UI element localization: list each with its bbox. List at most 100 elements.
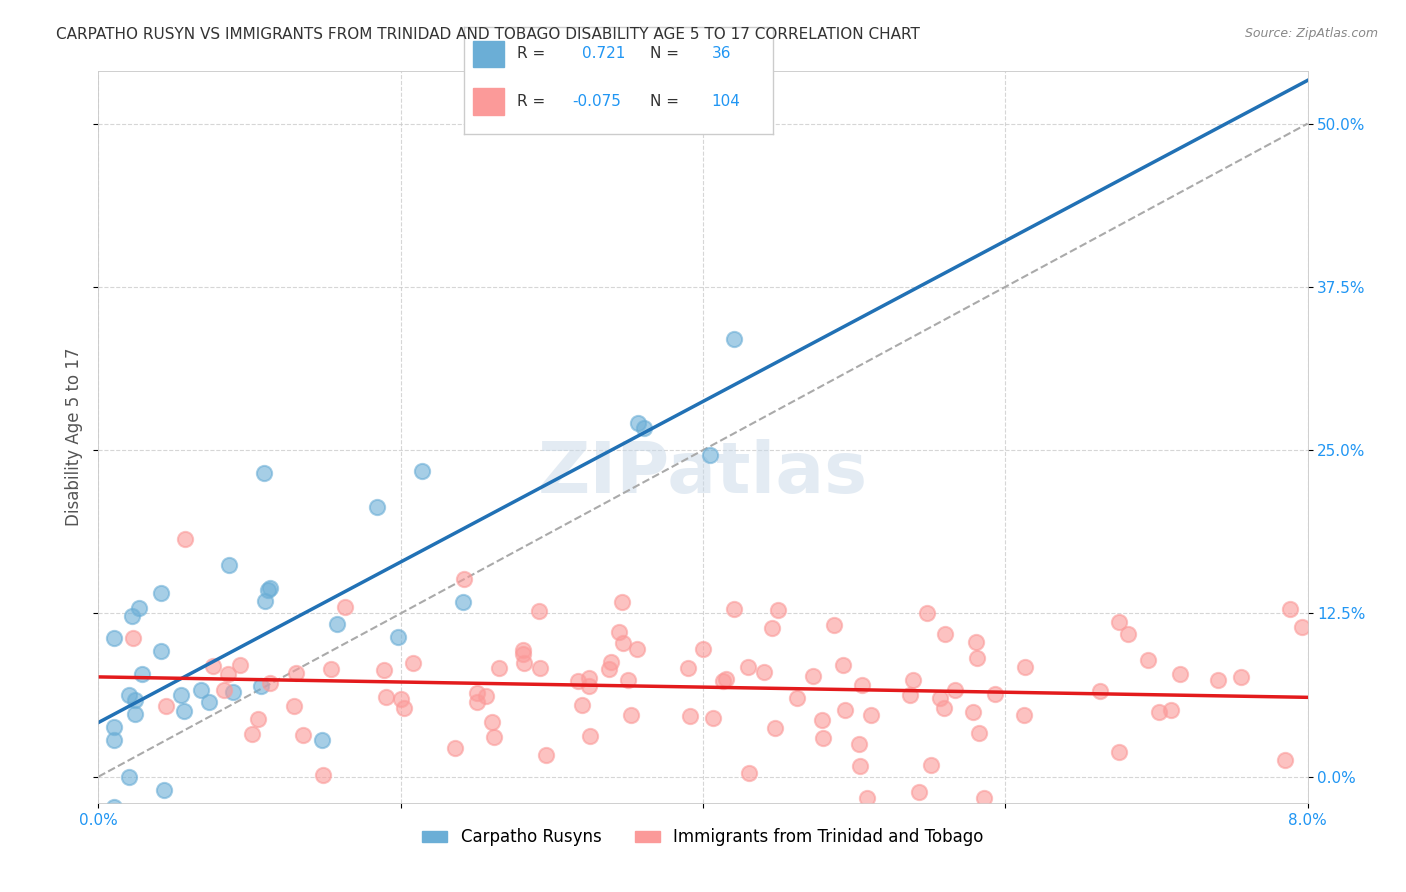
Immigrants from Trinidad and Tobago (567, 673, 589, 688)
Immigrants from Trinidad and Tobago (512, 642, 534, 657)
Immigrants from Trinidad and Tobago (932, 701, 955, 715)
Immigrants from Trinidad and Tobago (823, 618, 845, 632)
Carpatho Rusyns (218, 558, 240, 572)
Immigrants from Trinidad and Tobago (1012, 707, 1035, 722)
Carpatho Rusyns (103, 632, 125, 646)
Immigrants from Trinidad and Tobago (467, 696, 489, 710)
Immigrants from Trinidad and Tobago (813, 731, 835, 745)
Carpatho Rusyns (170, 688, 193, 702)
Immigrants from Trinidad and Tobago (401, 657, 423, 671)
Immigrants from Trinidad and Tobago (786, 690, 808, 705)
Immigrants from Trinidad and Tobago (1147, 705, 1170, 719)
Carpatho Rusyns (254, 594, 277, 608)
Immigrants from Trinidad and Tobago (285, 666, 308, 681)
Immigrants from Trinidad and Tobago (534, 748, 557, 763)
Immigrants from Trinidad and Tobago (967, 726, 990, 740)
Immigrants from Trinidad and Tobago (598, 662, 620, 676)
Immigrants from Trinidad and Tobago (600, 655, 623, 669)
Carpatho Rusyns (118, 688, 141, 702)
Immigrants from Trinidad and Tobago (259, 676, 281, 690)
Carpatho Rusyns (387, 630, 409, 644)
Immigrants from Trinidad and Tobago (453, 572, 475, 586)
Carpatho Rusyns (153, 783, 176, 797)
Immigrants from Trinidad and Tobago (394, 701, 416, 715)
Immigrants from Trinidad and Tobago (915, 606, 938, 620)
Carpatho Rusyns (198, 695, 221, 709)
Carpatho Rusyns (103, 733, 125, 747)
Immigrants from Trinidad and Tobago (283, 698, 305, 713)
Carpatho Rusyns (627, 416, 650, 430)
Text: Source: ZipAtlas.com: Source: ZipAtlas.com (1244, 27, 1378, 40)
Immigrants from Trinidad and Tobago (312, 768, 335, 782)
Immigrants from Trinidad and Tobago (212, 682, 235, 697)
Carpatho Rusyns (149, 586, 172, 600)
Y-axis label: Disability Age 5 to 17: Disability Age 5 to 17 (65, 348, 83, 526)
Carpatho Rusyns (253, 466, 276, 480)
Text: -0.075: -0.075 (572, 95, 621, 109)
Immigrants from Trinidad and Tobago (1230, 670, 1253, 684)
Immigrants from Trinidad and Tobago (962, 706, 984, 720)
Immigrants from Trinidad and Tobago (966, 651, 988, 665)
Immigrants from Trinidad and Tobago (617, 673, 640, 687)
Text: R =: R = (516, 46, 550, 61)
Immigrants from Trinidad and Tobago (121, 632, 143, 646)
Immigrants from Trinidad and Tobago (1168, 667, 1191, 681)
Carpatho Rusyns (121, 608, 143, 623)
Immigrants from Trinidad and Tobago (811, 713, 834, 727)
Immigrants from Trinidad and Tobago (901, 673, 924, 687)
Immigrants from Trinidad and Tobago (1108, 615, 1130, 629)
Immigrants from Trinidad and Tobago (246, 712, 269, 726)
Carpatho Rusyns (124, 707, 146, 722)
Immigrants from Trinidad and Tobago (851, 678, 873, 692)
Immigrants from Trinidad and Tobago (578, 729, 600, 743)
Carpatho Rusyns (173, 704, 195, 718)
Immigrants from Trinidad and Tobago (482, 731, 505, 745)
Immigrants from Trinidad and Tobago (723, 602, 745, 616)
Immigrants from Trinidad and Tobago (475, 690, 498, 704)
Immigrants from Trinidad and Tobago (1160, 703, 1182, 717)
Immigrants from Trinidad and Tobago (488, 661, 510, 675)
Text: N =: N = (650, 95, 683, 109)
Text: ZIPatlas: ZIPatlas (538, 439, 868, 508)
Carpatho Rusyns (103, 800, 125, 814)
Immigrants from Trinidad and Tobago (1108, 745, 1130, 759)
Immigrants from Trinidad and Tobago (765, 722, 787, 736)
Immigrants from Trinidad and Tobago (512, 656, 534, 670)
Immigrants from Trinidad and Tobago (834, 703, 856, 717)
Carpatho Rusyns (150, 644, 173, 658)
Immigrants from Trinidad and Tobago (527, 604, 550, 618)
Immigrants from Trinidad and Tobago (578, 671, 600, 685)
Immigrants from Trinidad and Tobago (1014, 660, 1036, 674)
Carpatho Rusyns (118, 770, 141, 784)
Immigrants from Trinidad and Tobago (610, 595, 633, 609)
Immigrants from Trinidad and Tobago (676, 660, 699, 674)
Immigrants from Trinidad and Tobago (934, 627, 956, 641)
Immigrants from Trinidad and Tobago (607, 624, 630, 639)
Immigrants from Trinidad and Tobago (973, 791, 995, 805)
Carpatho Rusyns (190, 682, 212, 697)
Immigrants from Trinidad and Tobago (832, 658, 855, 673)
Immigrants from Trinidad and Tobago (229, 658, 252, 673)
Immigrants from Trinidad and Tobago (240, 726, 263, 740)
Immigrants from Trinidad and Tobago (679, 709, 702, 723)
Carpatho Rusyns (366, 500, 388, 514)
Immigrants from Trinidad and Tobago (702, 710, 724, 724)
FancyBboxPatch shape (474, 41, 505, 68)
Carpatho Rusyns (250, 679, 273, 693)
Text: 36: 36 (711, 46, 731, 61)
Immigrants from Trinidad and Tobago (983, 687, 1005, 701)
Immigrants from Trinidad and Tobago (173, 532, 195, 546)
Immigrants from Trinidad and Tobago (626, 642, 648, 657)
Immigrants from Trinidad and Tobago (335, 599, 357, 614)
Immigrants from Trinidad and Tobago (928, 821, 950, 835)
Immigrants from Trinidad and Tobago (965, 635, 987, 649)
Text: 0.721: 0.721 (582, 46, 624, 61)
Carpatho Rusyns (326, 617, 349, 632)
Immigrants from Trinidad and Tobago (716, 672, 738, 686)
Immigrants from Trinidad and Tobago (201, 659, 224, 673)
Carpatho Rusyns (257, 583, 280, 598)
Immigrants from Trinidad and Tobago (848, 737, 870, 751)
FancyBboxPatch shape (474, 87, 505, 114)
Immigrants from Trinidad and Tobago (321, 662, 343, 676)
Immigrants from Trinidad and Tobago (920, 758, 942, 772)
